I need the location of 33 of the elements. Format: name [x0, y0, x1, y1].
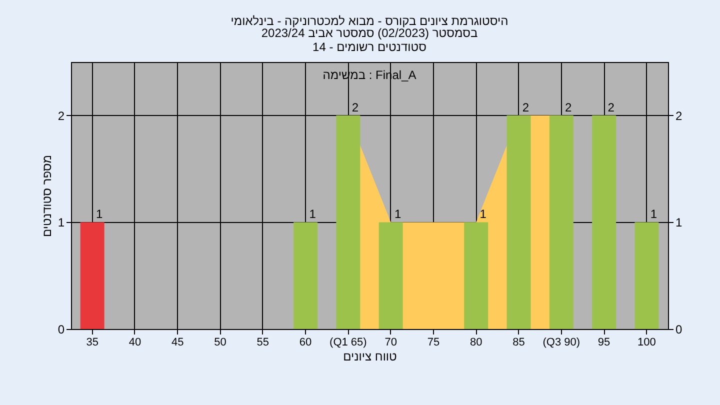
x-axis-title: טווח ציונים — [343, 350, 398, 364]
chart-subtitle: בסמסטר (02/2023) סמסטר אביב 2023/24 סטודנטים רשומים - 14 — [261, 26, 478, 54]
data-label: 1 — [394, 207, 402, 222]
data-label: 2 — [565, 100, 572, 114]
data-label: 2 — [608, 100, 615, 114]
x-tick-label: (Q3 90) — [542, 336, 580, 348]
data-label: 1 — [309, 207, 316, 222]
x-tick-label: 85 — [512, 336, 525, 348]
y2-tick-label: 2 — [676, 108, 682, 123]
data-label: 1 — [650, 207, 658, 222]
y2-tick-label: 0 — [676, 322, 682, 336]
y2-tick-label: 1 — [676, 216, 682, 230]
x-tick-label: 45 — [171, 336, 184, 348]
x-tick-label: 55 — [256, 336, 270, 348]
y-tick-label: 2 — [58, 108, 65, 123]
y-axis-title: מספר סטודנטים — [40, 154, 54, 238]
data-label: 1 — [96, 207, 103, 222]
chart-title: היסטוגרמת ציונים בקורס - מבוא למכטרוניקה - בינלאומי — [230, 14, 508, 28]
x-tick-label: 80 — [470, 336, 482, 348]
x-tick-label: (Q1 65) — [330, 336, 367, 348]
x-tick-label: 75 — [427, 336, 440, 348]
data-label: 2 — [522, 100, 530, 114]
x-tick-label: 35 — [86, 336, 98, 348]
x-tick-label: 40 — [128, 336, 142, 348]
data-label: 1 — [480, 207, 487, 222]
x-tick-label: 95 — [598, 336, 610, 348]
data-label: 2 — [352, 100, 359, 114]
x-tick-label: 60 — [299, 336, 312, 348]
x-tick-label: 70 — [384, 336, 397, 348]
y-tick-label: 1 — [58, 216, 65, 230]
x-tick-label: 100 — [638, 336, 656, 348]
x-tick-label: 50 — [214, 336, 226, 348]
y-tick-label: 0 — [58, 322, 65, 336]
